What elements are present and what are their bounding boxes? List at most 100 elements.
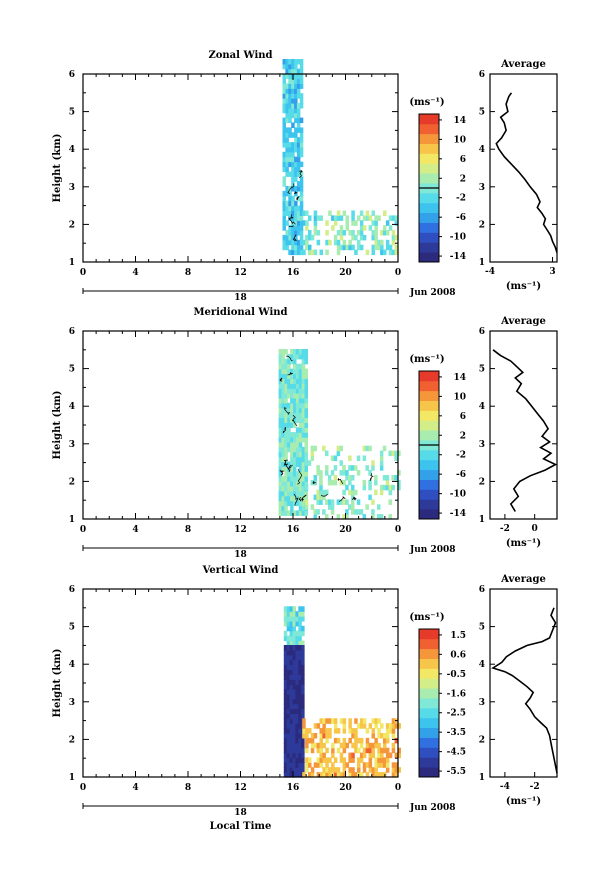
heatmap-cell bbox=[295, 490, 300, 497]
heatmap-cell bbox=[330, 509, 335, 515]
heatmap-cell bbox=[374, 489, 378, 496]
x-tick-label: 20 bbox=[339, 268, 352, 278]
contour-line bbox=[352, 496, 357, 501]
heatmap-cell bbox=[301, 664, 305, 671]
heatmap-cell bbox=[333, 234, 338, 241]
colorbar-swatch bbox=[419, 410, 439, 421]
heatmap-cell bbox=[289, 674, 294, 680]
heatmap-cell bbox=[371, 230, 375, 236]
heatmap-cell bbox=[322, 489, 326, 496]
heatmap-cell bbox=[291, 122, 295, 128]
heatmap-cell bbox=[385, 244, 390, 251]
x-tick-label: 4 bbox=[132, 268, 138, 278]
heatmap-cell bbox=[333, 475, 338, 481]
heatmap-cell bbox=[333, 220, 338, 226]
heatmap-cell bbox=[348, 728, 352, 734]
heatmap-cell bbox=[288, 73, 292, 80]
heatmap-cell bbox=[388, 723, 393, 729]
average-y-tick-label: 6 bbox=[479, 70, 485, 80]
heatmap-cell bbox=[313, 475, 317, 481]
heatmap-cell bbox=[325, 230, 329, 236]
colorbar-tick-label: 0.6 bbox=[450, 650, 466, 660]
heatmap-cell bbox=[342, 244, 347, 251]
heatmap-cell bbox=[394, 737, 399, 744]
heatmap-cell bbox=[316, 742, 321, 749]
heatmap-cell bbox=[305, 225, 309, 231]
heatmap-cell bbox=[298, 476, 303, 482]
heatmap-cell bbox=[293, 393, 297, 399]
heatmap-cell bbox=[289, 654, 294, 661]
heatmap-cell bbox=[296, 151, 301, 158]
heatmap-cell bbox=[342, 742, 347, 749]
heatmap-cell bbox=[294, 220, 298, 226]
heatmap-cell bbox=[374, 718, 378, 724]
heatmap-cell bbox=[330, 504, 335, 510]
heatmap-cell bbox=[295, 649, 299, 656]
heatmap-cell bbox=[298, 485, 303, 492]
heatmap-cell bbox=[325, 249, 329, 256]
heatmap-cell bbox=[327, 504, 332, 510]
heatmap-cell bbox=[294, 239, 298, 246]
heatmap-cell bbox=[391, 742, 396, 749]
y-axis-label: Height (km) bbox=[52, 134, 63, 203]
heatmap-cell bbox=[284, 363, 288, 370]
heatmap-cell bbox=[298, 621, 302, 627]
heatmap-cell bbox=[298, 441, 303, 448]
heatmap-cell bbox=[356, 499, 361, 505]
heatmap-cell bbox=[284, 349, 288, 355]
heatmap-cell bbox=[292, 772, 296, 778]
heatmap-cell bbox=[286, 698, 291, 705]
heatmap-cell bbox=[284, 466, 288, 472]
heatmap-cell bbox=[371, 460, 375, 466]
heatmap-cell bbox=[301, 407, 306, 414]
heatmap-cell bbox=[287, 378, 291, 384]
heatmap-cell bbox=[284, 456, 288, 463]
heatmap-cell bbox=[289, 693, 294, 700]
heatmap-cell bbox=[371, 509, 375, 515]
heatmap-cell bbox=[278, 349, 283, 355]
heatmap-cell bbox=[283, 674, 288, 680]
heatmap-cell bbox=[295, 349, 300, 355]
heatmap-cell bbox=[281, 510, 285, 516]
heatmap-cell bbox=[377, 244, 381, 251]
heatmap-cell bbox=[374, 479, 378, 486]
heatmap-cell bbox=[286, 762, 291, 768]
heatmap-cell bbox=[302, 239, 306, 246]
colorbar-swatch bbox=[419, 133, 439, 144]
heatmap-cell bbox=[296, 122, 301, 128]
heatmap-cell bbox=[298, 757, 302, 763]
heatmap-cell bbox=[296, 205, 301, 212]
heatmap-cell bbox=[299, 68, 304, 75]
heatmap-cell bbox=[302, 210, 306, 216]
heatmap-cell bbox=[368, 470, 372, 476]
heatmap-cell bbox=[290, 505, 294, 511]
heatmap-cell bbox=[322, 728, 326, 734]
heatmap-cell bbox=[284, 510, 288, 516]
heatmap-cell bbox=[322, 752, 326, 759]
heatmap-cell bbox=[301, 471, 306, 477]
heatmap-cell bbox=[298, 388, 303, 394]
colorbar-swatch bbox=[419, 123, 439, 135]
heatmap-cell bbox=[282, 88, 286, 94]
heatmap-cell bbox=[325, 465, 329, 471]
heatmap-cell bbox=[351, 767, 355, 773]
heatmap-cell bbox=[336, 499, 341, 505]
heatmap-cell bbox=[357, 215, 361, 221]
heatmap-cell bbox=[290, 422, 294, 428]
heatmap-cell bbox=[288, 142, 292, 148]
heatmap-cell bbox=[394, 475, 398, 481]
heatmap-cell bbox=[377, 514, 381, 520]
heatmap-cell bbox=[351, 757, 355, 763]
heatmap-cell bbox=[291, 63, 295, 70]
heatmap-cell bbox=[362, 225, 367, 231]
heatmap-cell bbox=[345, 514, 349, 520]
heatmap-cell bbox=[298, 611, 302, 617]
heatmap-cell bbox=[285, 205, 289, 212]
colorbar-swatch bbox=[419, 658, 439, 669]
colorbar-tick-label: -6 bbox=[456, 470, 466, 480]
heatmap-cell bbox=[391, 450, 395, 457]
heatmap-cell bbox=[305, 733, 309, 739]
heatmap-cell bbox=[282, 181, 286, 187]
heatmap-cell bbox=[368, 747, 373, 754]
heatmap-cell bbox=[345, 742, 349, 749]
